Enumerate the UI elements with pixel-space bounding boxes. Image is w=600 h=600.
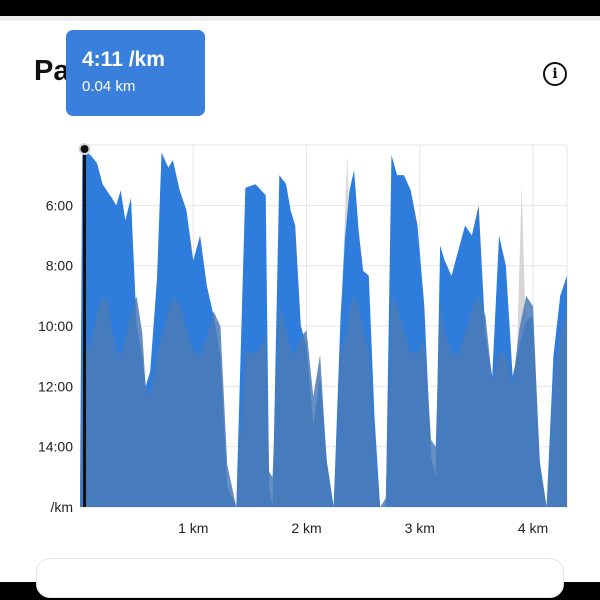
y-tick-label: /km [50,499,73,515]
elevation-area [80,295,567,507]
scrubber-handle[interactable] [80,145,89,153]
y-tick-label: 12:00 [38,378,73,394]
x-axis: 1 km 2 km 3 km 4 km [178,520,548,536]
y-axis: 6:00 8:00 10:00 12:00 14:00/km [38,197,73,515]
y-tick-label: 8:00 [46,258,73,274]
y-tick-label: 10:00 [38,318,73,334]
y-tick-label: 6:00 [46,197,73,213]
tooltip-pace: 4:11 /km [82,48,165,71]
section-divider [0,16,600,21]
x-tick-label: 1 km [178,520,208,536]
x-tick-label: 3 km [405,520,435,536]
stats-card [36,558,564,598]
info-icon[interactable]: i [543,62,567,86]
y-tick-label: 14:00 [38,439,73,455]
info-icon-glyph: i [552,66,558,82]
x-tick-label: 2 km [291,520,321,536]
page-title: Pa [34,55,70,87]
pace-tooltip: 4:11 /km 0.04 km [66,30,205,116]
x-tick-label: 4 km [518,520,548,536]
tooltip-distance: 0.04 km [82,78,136,95]
